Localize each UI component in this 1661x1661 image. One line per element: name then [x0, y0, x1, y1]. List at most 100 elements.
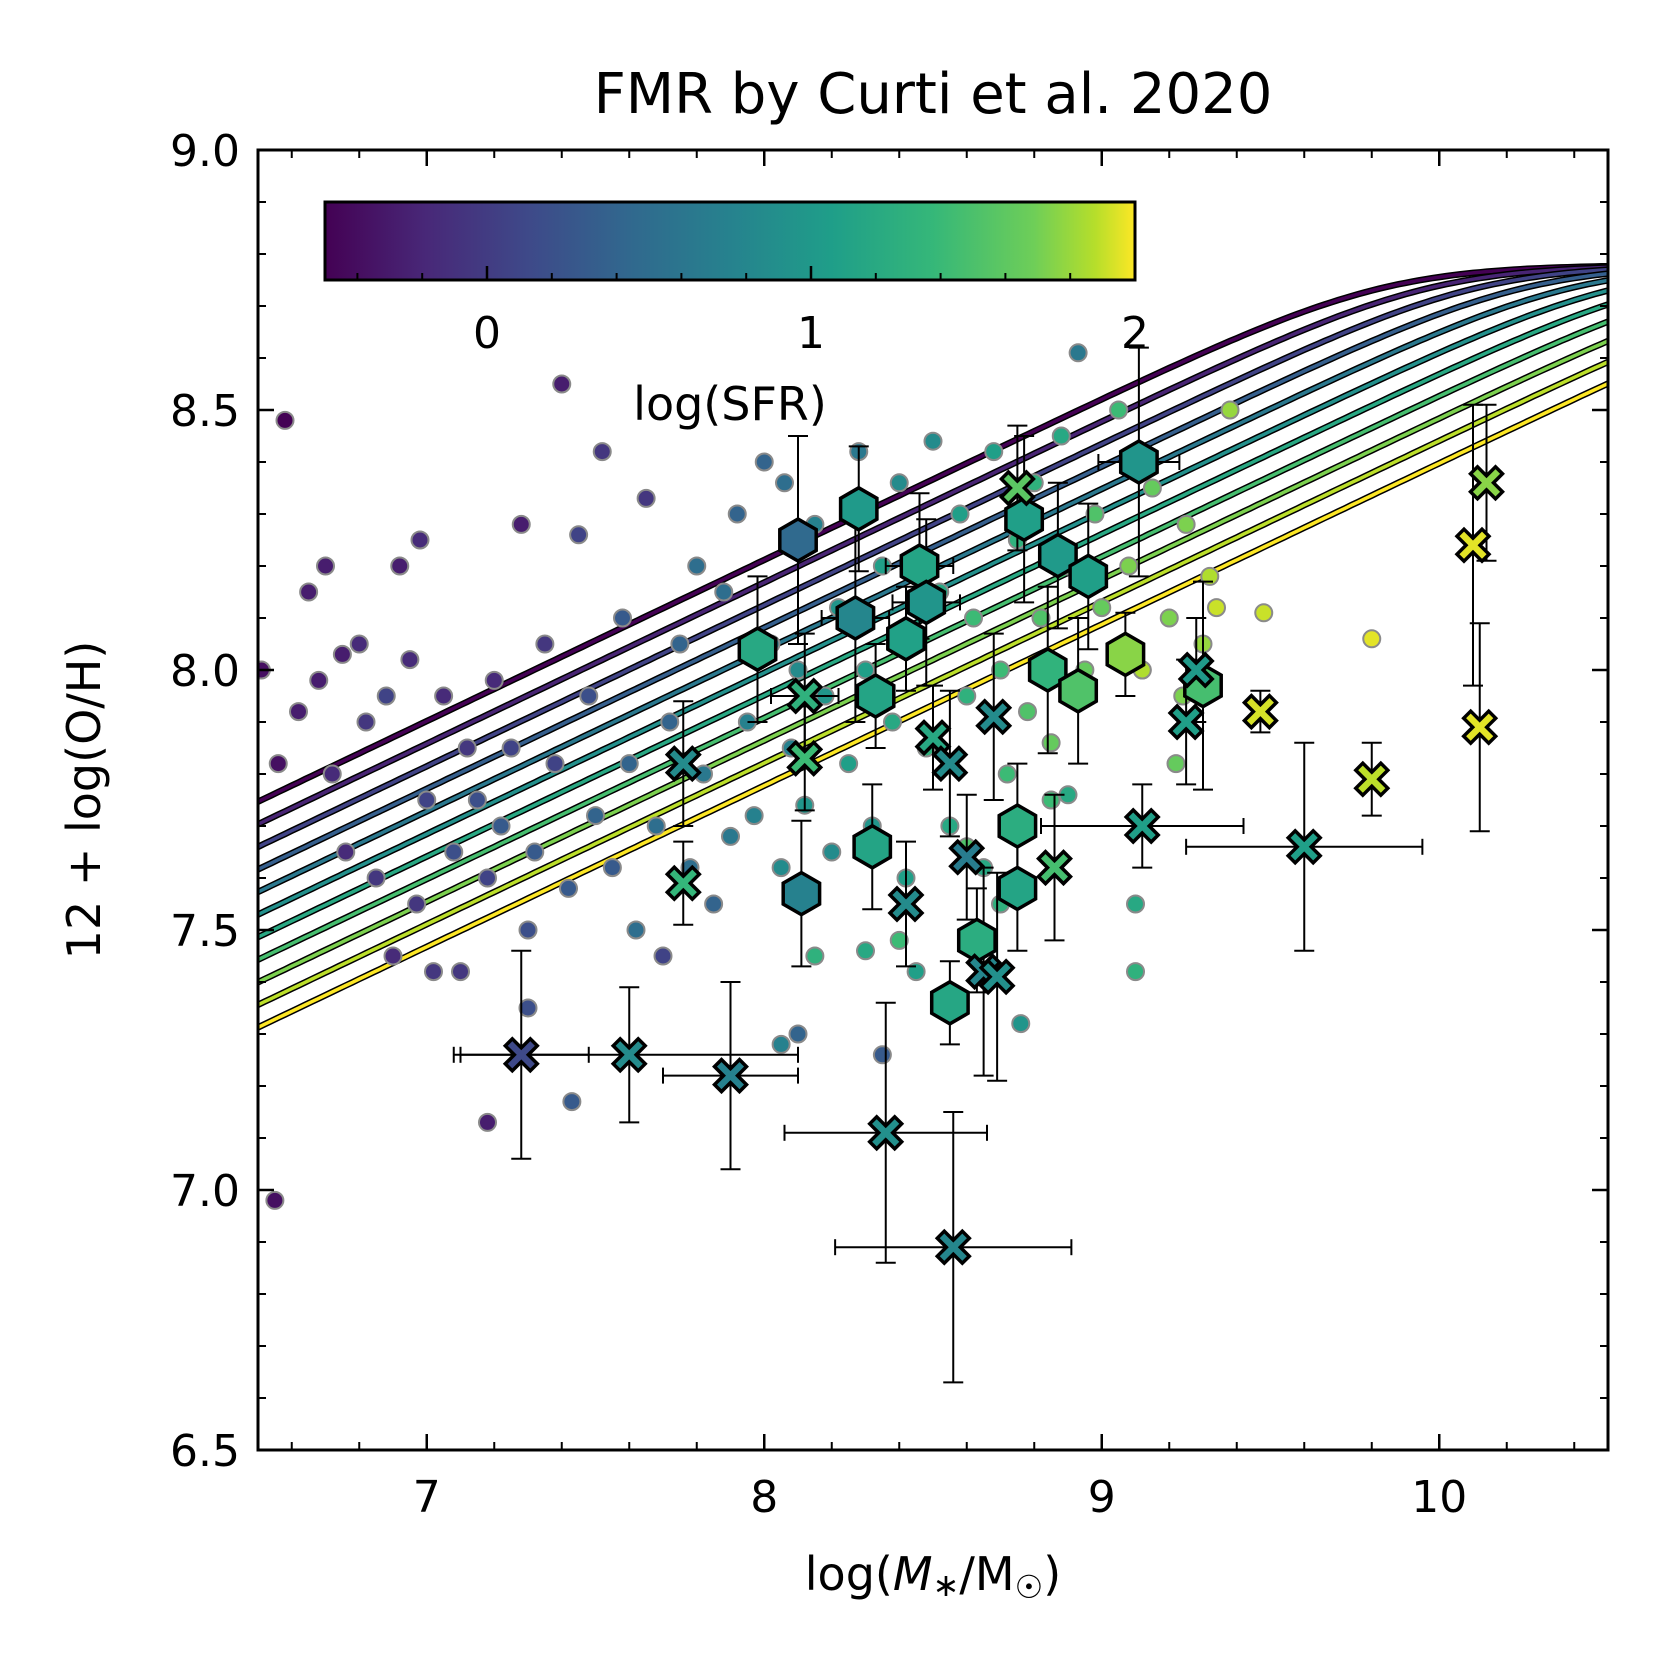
background-point — [518, 998, 538, 1018]
background-point — [444, 842, 464, 862]
x-marker — [786, 739, 824, 777]
background-point — [1126, 894, 1145, 914]
x-tick-label: 7 — [413, 1472, 441, 1523]
background-point — [721, 826, 740, 846]
y-axis-ticks: 6.5 7.0 7.5 8.0 8.5 9.0 — [170, 126, 1608, 1477]
y-tick-label: 6.5 — [170, 1426, 240, 1477]
x-marker — [1353, 760, 1391, 798]
background-point — [856, 660, 875, 680]
hexagon-marker — [737, 626, 778, 673]
colorbar-gradient — [323, 200, 1137, 282]
hexagon-marker — [929, 979, 970, 1026]
hexagon-marker — [1058, 667, 1099, 714]
background-point — [562, 1092, 582, 1112]
x-marker — [1285, 828, 1323, 866]
hexagon-marker — [1118, 438, 1159, 486]
background-point — [889, 473, 909, 493]
x-axis-ticks: 7 8 9 10 — [290, 150, 1576, 1523]
background-point — [467, 790, 487, 810]
background-point — [356, 712, 376, 732]
hexagon-marker — [997, 865, 1038, 912]
background-point — [1119, 556, 1139, 576]
background-point — [268, 754, 288, 774]
background-point — [788, 660, 808, 680]
background-point — [687, 556, 707, 576]
x-marker — [610, 1036, 648, 1074]
background-point — [525, 842, 545, 862]
background-point — [1051, 426, 1071, 446]
x-marker — [978, 958, 1016, 996]
fmr-curve — [258, 265, 1608, 826]
y-tick-label: 7.5 — [170, 906, 240, 957]
y-axis-label: 12 + log(O/H) — [57, 641, 111, 960]
hexagon-marker — [1105, 631, 1146, 678]
x-markers — [502, 464, 1505, 1266]
background-point — [1041, 733, 1061, 753]
background-point — [289, 702, 308, 722]
background-point — [545, 754, 565, 774]
x-marker — [712, 1057, 749, 1095]
x-marker — [1241, 693, 1279, 731]
fmr-curve — [258, 319, 1608, 962]
background-point — [407, 894, 427, 914]
x-marker — [998, 469, 1036, 507]
background-point — [1109, 400, 1129, 420]
x-marker — [664, 745, 702, 783]
background-point — [434, 686, 454, 706]
background-point — [592, 442, 612, 462]
background-point — [332, 644, 352, 664]
chart-title: FMR by Curti et al. 2020 — [594, 62, 1273, 127]
x-marker — [975, 698, 1013, 736]
background-point — [491, 816, 511, 836]
fmr-curve — [258, 360, 1608, 1007]
x-marker — [1454, 526, 1492, 564]
background-point — [889, 930, 909, 950]
background-point — [316, 556, 335, 576]
background-point — [646, 816, 666, 836]
background-point — [1254, 603, 1274, 623]
background-point — [1011, 1014, 1031, 1034]
background-point — [275, 410, 295, 430]
x-marker — [664, 864, 702, 902]
background-point — [636, 488, 656, 508]
background-point — [410, 530, 430, 550]
colorbar-ticks: 0 1 2 — [356, 266, 1149, 359]
background-point — [1166, 754, 1186, 774]
x-marker — [931, 745, 969, 783]
background-point — [613, 608, 632, 628]
hexagon-marker — [1068, 553, 1109, 600]
x-axis-label: log(M∗/M☉) — [805, 1547, 1061, 1606]
background-point — [1018, 702, 1037, 722]
background-point — [775, 473, 794, 493]
x-marker — [1167, 703, 1205, 741]
background-point — [602, 858, 622, 878]
colorbar-tick-label: 0 — [473, 308, 501, 359]
y-tick-label: 7.0 — [170, 1166, 240, 1217]
background-point — [839, 754, 859, 774]
y-tick-label: 8.0 — [170, 646, 240, 697]
hexagon-marker — [906, 579, 947, 626]
x-marker — [502, 1036, 540, 1074]
colorbar-label: log(SFR) — [633, 377, 827, 431]
background-point — [390, 556, 410, 576]
background-point — [950, 504, 970, 524]
background-point — [754, 452, 774, 472]
background-point — [336, 842, 356, 862]
fmr-curve — [258, 267, 1608, 849]
background-point — [771, 1034, 791, 1054]
x-marker — [948, 838, 986, 876]
background-point — [552, 374, 572, 394]
background-point — [478, 868, 497, 888]
hexagon-marker — [835, 594, 876, 642]
hexagon-marker — [838, 485, 879, 532]
x-marker — [887, 885, 925, 923]
background-point — [457, 738, 477, 758]
background-point — [619, 754, 639, 774]
background-point — [451, 962, 470, 982]
background-point — [417, 790, 437, 810]
background-point — [872, 1045, 892, 1065]
background-point — [714, 582, 734, 602]
background-point — [771, 858, 791, 878]
x-marker — [1123, 807, 1161, 845]
fmr-model-curves — [258, 262, 1608, 1031]
